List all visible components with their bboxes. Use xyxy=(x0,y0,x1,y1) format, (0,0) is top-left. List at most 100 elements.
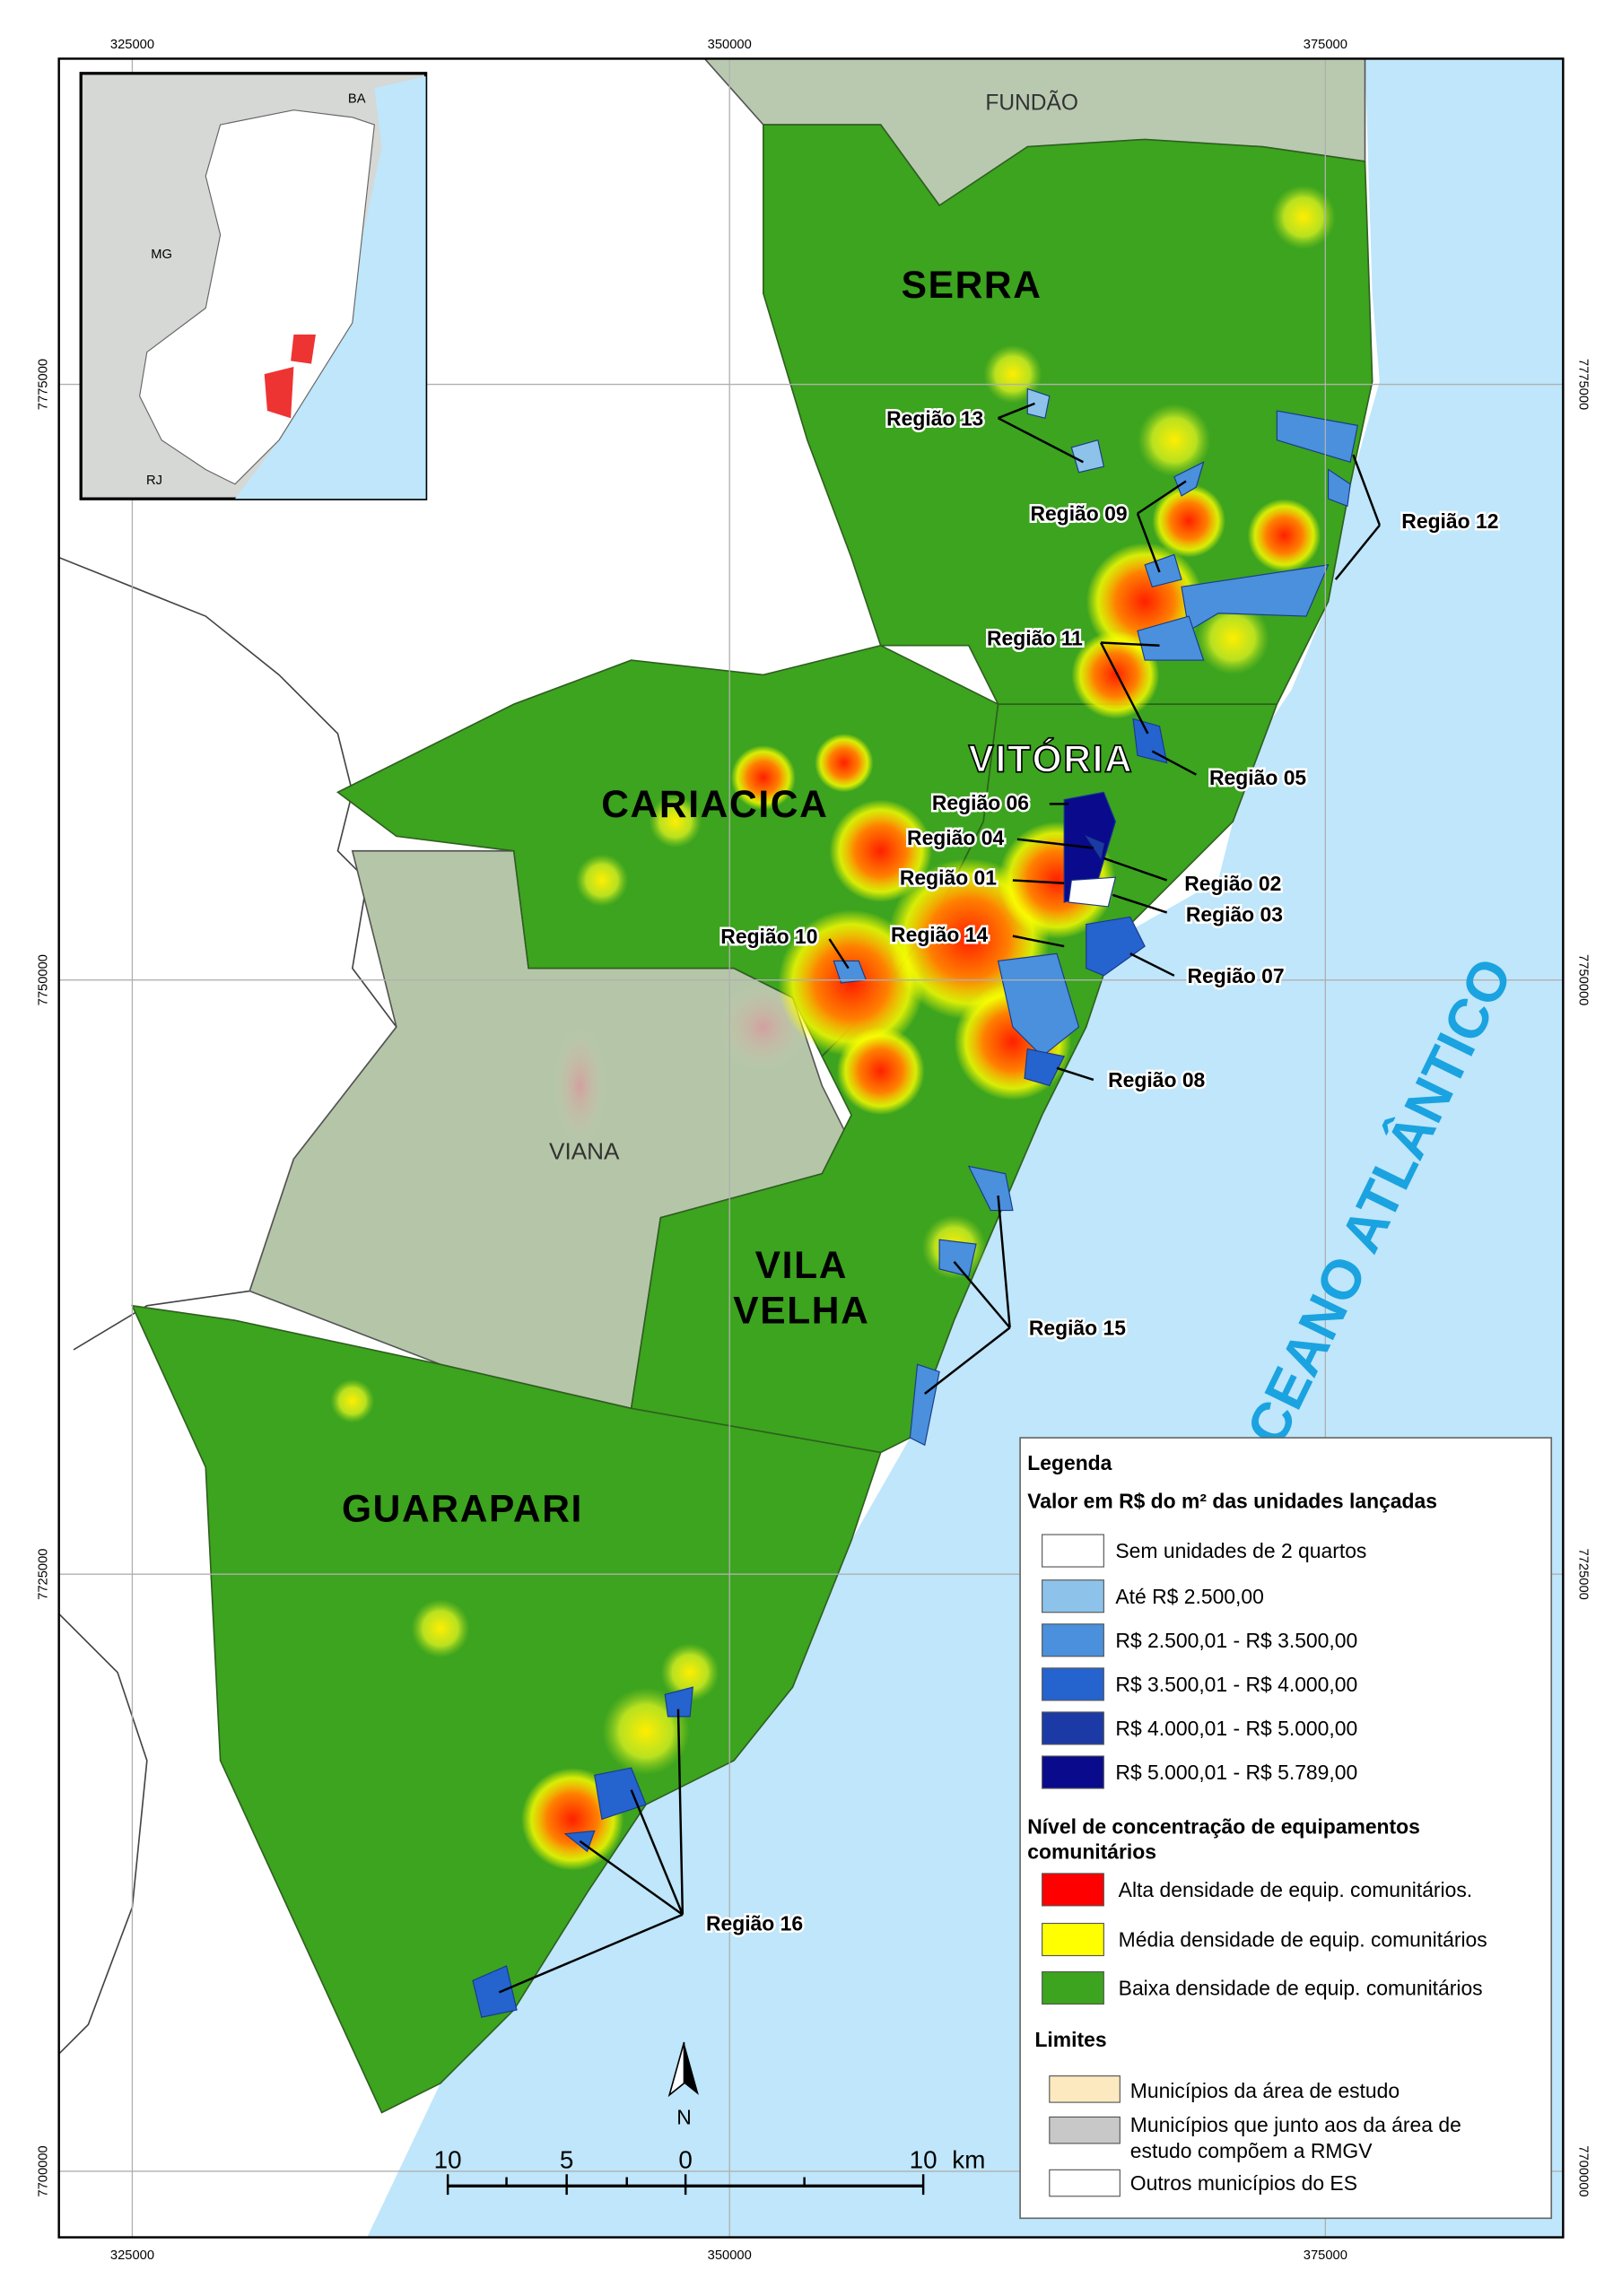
legend-item: Outros municípios do ES xyxy=(1130,2171,1357,2195)
legend-item: R$ 2.500,01 - R$ 3.500,00 xyxy=(1115,1629,1357,1652)
coord-label: 350000 xyxy=(708,38,752,52)
scale-unit: km xyxy=(952,2146,985,2174)
legend xyxy=(1049,2169,1121,2197)
legend xyxy=(1042,1970,1104,2005)
label-vila-velha: VELHA xyxy=(733,1289,869,1332)
inset-study-area xyxy=(291,334,316,364)
legend xyxy=(1049,2075,1121,2103)
legend-item: Alta densidade de equip. comunitários. xyxy=(1119,1878,1472,1901)
leader-lines xyxy=(1012,879,1065,884)
region-label: Região 02 xyxy=(1184,872,1281,895)
leader-lines xyxy=(1056,1066,1094,1082)
region-label: Região 13 xyxy=(886,406,983,430)
label-vitoria: VITÓRIA xyxy=(969,736,1134,780)
density xyxy=(575,854,629,907)
density xyxy=(778,909,925,1057)
region-label: Região 10 xyxy=(720,925,817,948)
density xyxy=(815,733,874,793)
regions xyxy=(1137,615,1205,661)
label-guarapari: GUARAPARI xyxy=(342,1487,583,1530)
leader-lines xyxy=(1129,952,1175,977)
regions xyxy=(1024,1048,1066,1087)
inset-ocean xyxy=(234,76,426,500)
density xyxy=(1270,185,1336,250)
leader-lines xyxy=(1334,524,1381,580)
region-label: Região 15 xyxy=(1029,1317,1126,1340)
legend-item: R$ 5.000,01 - R$ 5.789,00 xyxy=(1115,1761,1357,1784)
coord-label: 7700000 xyxy=(1575,2145,1590,2196)
region-label: Região 11 xyxy=(987,627,1083,650)
leader-lines xyxy=(1352,454,1382,526)
leader-lines xyxy=(630,1789,685,1916)
density xyxy=(649,795,702,848)
legend xyxy=(1042,1623,1104,1657)
legend-item: R$ 3.500,01 - R$ 4.000,00 xyxy=(1115,1673,1357,1696)
leader-lines xyxy=(1151,750,1197,776)
regions xyxy=(997,952,1080,1057)
legend-section: comunitários xyxy=(1027,1840,1156,1864)
density xyxy=(1152,483,1226,558)
coord-label: 375000 xyxy=(1304,38,1347,52)
scale-label: 10 xyxy=(910,2146,937,2174)
label-vila-velha: VILA xyxy=(755,1244,848,1287)
coord-label: 7750000 xyxy=(1575,954,1590,1005)
regions xyxy=(594,1767,647,1821)
coord-label: 325000 xyxy=(110,2248,154,2263)
legend xyxy=(1042,1873,1104,1907)
density xyxy=(660,1643,719,1702)
coord-label: 7750000 xyxy=(37,954,51,1005)
leader-lines xyxy=(1012,935,1065,948)
legend-title: Legenda xyxy=(1027,1451,1112,1474)
density xyxy=(1247,499,1321,572)
legend xyxy=(1042,1755,1104,1789)
leader-lines xyxy=(1016,838,1094,849)
viana-density xyxy=(553,1027,606,1144)
map-body: FUNDÃO SERRA VITÓRIA CARIACICA VIANA VIL… xyxy=(58,58,1564,2238)
region-label: Região 12 xyxy=(1401,509,1498,533)
legend-item: R$ 4.000,01 - R$ 5.000,00 xyxy=(1115,1717,1357,1740)
coord-label: 7700000 xyxy=(37,2145,51,2196)
regions xyxy=(1068,876,1117,908)
regions xyxy=(1328,468,1351,508)
region-labels: Região 13 Região 09 Região 12 Região 11 … xyxy=(703,404,1500,1937)
regions xyxy=(1132,718,1168,764)
leader-lines xyxy=(953,1260,1011,1329)
leader-lines xyxy=(1136,513,1161,573)
coord-label: 7775000 xyxy=(37,359,51,410)
regions xyxy=(664,1686,693,1718)
other-boundaries xyxy=(58,1613,148,2055)
north-label: N xyxy=(676,2106,692,2129)
legend-item: Municípios que junto aos da área de xyxy=(1130,2113,1461,2136)
regions xyxy=(967,1165,1014,1212)
leader-lines xyxy=(924,1326,1011,1395)
scale-bar: 10 5 0 10 km xyxy=(434,2146,985,2196)
legend-item: Baixa densidade de equip. comunitários xyxy=(1119,1977,1483,2000)
scale-label: 0 xyxy=(678,2146,692,2174)
region-label: Região 03 xyxy=(1186,902,1283,926)
coord-label: 350000 xyxy=(708,2248,752,2263)
leader-lines xyxy=(1137,480,1187,515)
legend xyxy=(1049,2116,1121,2144)
density xyxy=(1071,631,1160,719)
regions xyxy=(909,1363,940,1447)
leader-lines xyxy=(1099,641,1149,735)
leader-lines xyxy=(998,402,1035,420)
inset-label: MG xyxy=(151,248,172,262)
legend-section: Valor em R$ do m² das unidades lançadas xyxy=(1027,1490,1437,1513)
regions xyxy=(1276,410,1359,464)
leader-lines xyxy=(997,1196,1011,1328)
coord-label: 7775000 xyxy=(1575,359,1590,410)
regions xyxy=(472,1965,518,2018)
scale-label: 10 xyxy=(434,2146,462,2174)
density xyxy=(411,1599,470,1658)
leader-lines xyxy=(828,938,850,970)
label-serra: SERRA xyxy=(902,264,1042,307)
leader-lines xyxy=(676,1709,685,1915)
legend-section: Limites xyxy=(1034,2028,1106,2051)
density xyxy=(330,1378,375,1423)
leader-lines xyxy=(498,402,1382,1994)
legend xyxy=(1042,1667,1104,1701)
regions xyxy=(938,1239,977,1277)
region-label: Região 16 xyxy=(706,1912,803,1935)
